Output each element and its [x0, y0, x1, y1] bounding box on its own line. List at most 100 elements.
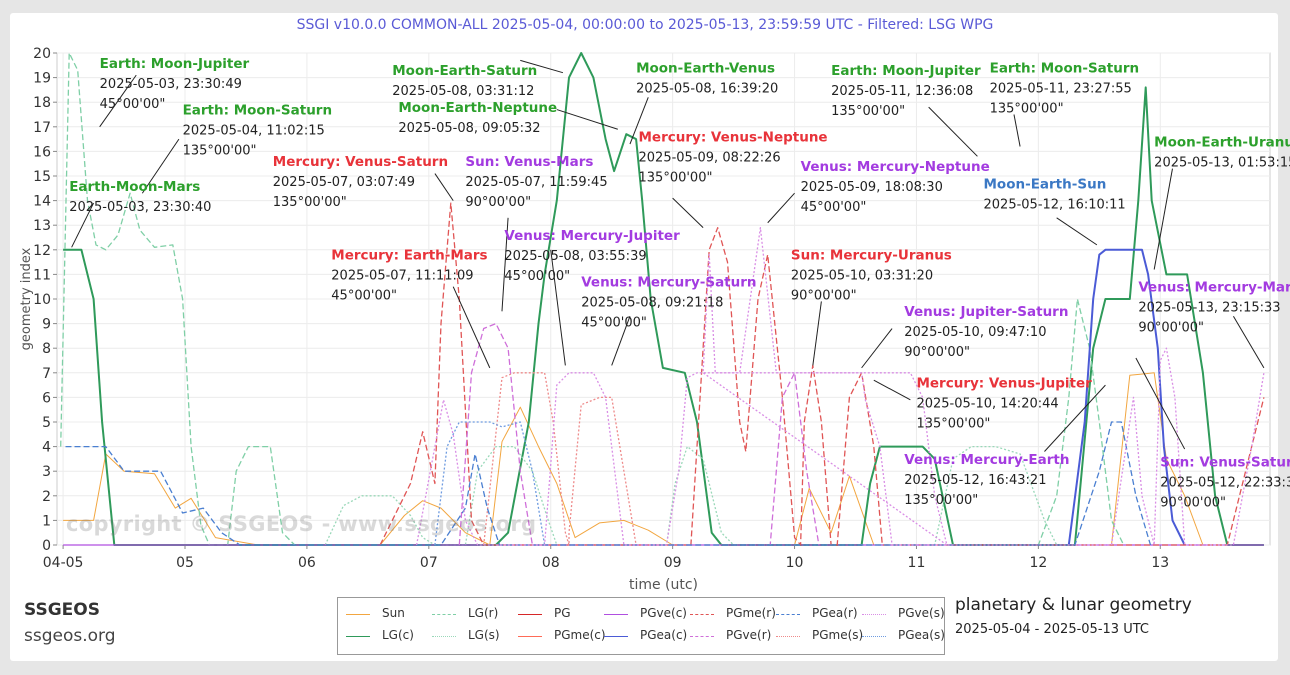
- annotation-leader: [520, 59, 564, 74]
- y-tick-label: 11: [33, 267, 51, 283]
- legend-swatch: [604, 636, 628, 637]
- series-line-sun: [63, 372, 1258, 546]
- series-line-pgea-r-: [65, 421, 1152, 546]
- annotation-time: 2025-05-08, 16:39:20: [636, 82, 778, 97]
- annotation-angle: 45°00'00": [331, 289, 397, 304]
- y-tick-label: 3: [42, 464, 51, 480]
- y-tick-label: 7: [42, 366, 51, 382]
- legend-label: PGea(c): [640, 628, 688, 642]
- annotation-time: 2025-05-12, 16:10:11: [984, 197, 1126, 212]
- watermark: copyright © SSGEOS - www.ssgeos.org: [66, 512, 537, 536]
- y-tick-label: 6: [42, 390, 51, 406]
- footer-title: planetary & lunar geometry: [955, 595, 1192, 615]
- annotation-title: Moon-Earth-Saturn: [392, 63, 537, 79]
- annotation-title: Moon-Earth-Uranus: [1154, 134, 1290, 150]
- legend-label: PGme(c): [554, 628, 606, 642]
- y-tick-label: 14: [33, 194, 51, 210]
- y-tick-label: 18: [33, 95, 51, 111]
- legend-label: LG(r): [468, 606, 499, 620]
- legend-swatch: [432, 614, 456, 615]
- chart-legend: Sun LG(r) PG PGve(c) PGme(r) PGea(r) PGve(s) LG…: [337, 597, 945, 655]
- y-axis-label: geometry index: [19, 247, 34, 350]
- annotation-angle: 90°00'00": [791, 289, 857, 304]
- series-line-lg-c-: [63, 52, 1264, 546]
- annotation-time: 2025-05-13, 01:53:15: [1154, 155, 1290, 170]
- annotation-time: 2025-05-13, 23:15:33: [1138, 301, 1280, 316]
- legend-label: PG: [554, 606, 571, 620]
- y-tick-label: 0: [42, 538, 51, 554]
- annotation-leader: [812, 301, 822, 366]
- legend-label: LG(c): [382, 628, 414, 642]
- series-line-pgme-r-: [379, 202, 1265, 546]
- annotation-time: 2025-05-08, 03:55:39: [504, 249, 646, 264]
- annotation-angle: 90°00'00": [904, 345, 970, 360]
- annotation-title: Venus: Mercury-Mars: [1138, 280, 1290, 296]
- x-tick-label: 11: [908, 555, 926, 571]
- legend-label: PGea(r): [812, 606, 858, 620]
- annotation-title: Moon-Earth-Neptune: [398, 100, 557, 116]
- y-tick-label: 2: [42, 489, 51, 505]
- x-tick-label: 13: [1151, 555, 1169, 571]
- annotation-title: Sun: Venus-Saturn: [1160, 454, 1290, 470]
- series-line-pgve-r-: [458, 322, 820, 546]
- annotation-time: 2025-05-12, 16:43:21: [904, 473, 1046, 488]
- y-tick-label: 13: [33, 218, 51, 234]
- y-tick-label: 8: [42, 341, 51, 357]
- legend-label: PGve(s): [898, 606, 945, 620]
- annotation-leader: [1232, 315, 1265, 369]
- series-line-lg-s-: [324, 445, 1058, 546]
- legend-swatch: [690, 636, 714, 637]
- x-axis-label: time (utc): [629, 577, 698, 593]
- annotation-time: 2025-05-08, 03:31:12: [392, 84, 534, 99]
- y-tick-label: 19: [33, 71, 51, 87]
- legend-label: Sun: [382, 606, 405, 620]
- footer-date-range: 2025-05-04 - 2025-05-13 UTC: [955, 622, 1149, 637]
- annotation-time: 2025-05-09, 08:22:26: [639, 151, 781, 166]
- series-line-pgme-s-: [483, 372, 637, 546]
- legend-swatch: [862, 614, 886, 615]
- y-tick-label: 15: [33, 169, 51, 185]
- annotation-angle: 45°00'00": [581, 316, 647, 331]
- y-tick-label: 20: [33, 46, 51, 62]
- annotation-time: 2025-05-10, 03:31:20: [791, 269, 933, 284]
- annotation-time: 2025-05-08, 09:05:32: [398, 121, 540, 136]
- annotation-leader: [452, 286, 491, 369]
- annotation-leader: [141, 138, 180, 194]
- annotation-leader: [861, 328, 893, 369]
- annotation-leader: [1153, 168, 1173, 270]
- y-tick-label: 16: [33, 144, 51, 160]
- y-tick-label: 10: [33, 292, 51, 308]
- annotation-title: Earth: Moon-Saturn: [183, 103, 333, 119]
- annotation-title: Mercury: Earth-Mars: [331, 248, 487, 264]
- annotation-leader: [556, 109, 618, 130]
- annotation-title: Earth: Moon-Jupiter: [100, 56, 250, 72]
- x-tick-label: 06: [298, 555, 316, 571]
- annotation-angle: 135°00'00": [916, 417, 990, 432]
- y-tick-label: 4: [42, 440, 51, 456]
- annotation-angle: 135°00'00": [831, 104, 905, 119]
- annotation-leader: [71, 202, 95, 248]
- legend-swatch: [776, 614, 800, 615]
- annotation-angle: 90°00'00": [1160, 495, 1226, 510]
- annotation-leader: [1056, 217, 1098, 246]
- x-tick-label: 09: [664, 555, 682, 571]
- annotation-time: 2025-05-10, 09:47:10: [904, 325, 1046, 340]
- brand-url-link[interactable]: ssgeos.org: [24, 626, 116, 646]
- annotation-leader: [672, 197, 704, 229]
- annotation-leader: [501, 217, 509, 312]
- legend-swatch: [776, 636, 800, 637]
- legend-swatch: [346, 636, 370, 637]
- legend-swatch: [518, 636, 542, 637]
- y-tick-label: 9: [42, 317, 51, 333]
- annotation-title: Venus: Mercury-Saturn: [581, 275, 756, 291]
- annotation-angle: 135°00'00": [183, 144, 257, 159]
- legend-swatch: [432, 636, 456, 637]
- annotation-title: Moon-Earth-Sun: [984, 176, 1107, 192]
- annotation-time: 2025-05-12, 22:33:33: [1160, 475, 1290, 490]
- annotation-title: Earth-Moon-Mars: [69, 179, 200, 195]
- legend-label: PGve(c): [640, 606, 687, 620]
- annotation-title: Venus: Mercury-Neptune: [801, 159, 990, 175]
- legend-swatch: [604, 614, 628, 615]
- annotation-title: Mercury: Venus-Neptune: [639, 130, 828, 146]
